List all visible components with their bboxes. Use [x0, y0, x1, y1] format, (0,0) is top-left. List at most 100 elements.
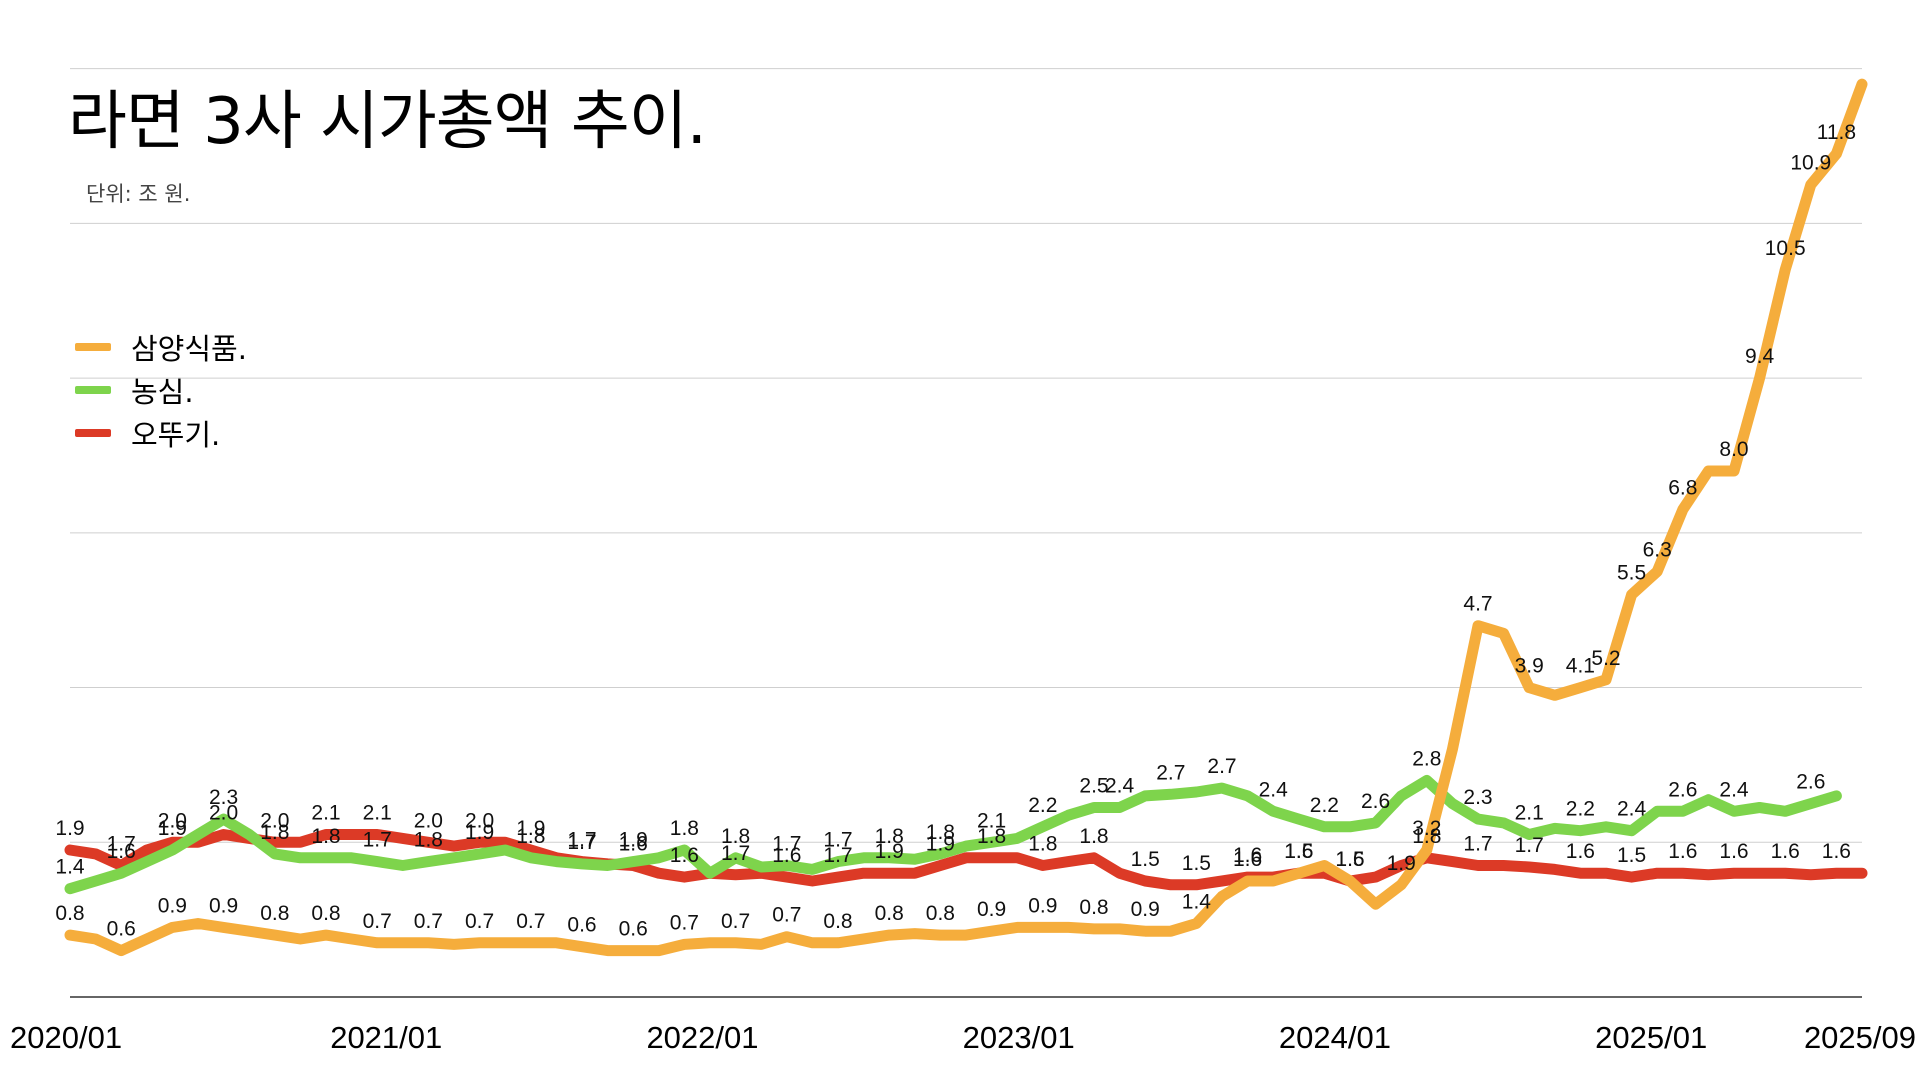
data-label: 4.7 [1463, 593, 1492, 616]
x-axis-ticks: 2020/01 2021/01 2022/01 2023/01 2024/01 2025/… [10, 1020, 1916, 1055]
data-label: 2.4 [1617, 798, 1647, 821]
data-label: 1.6 [1719, 840, 1748, 863]
data-label: 1.6 [1822, 840, 1851, 863]
data-label: 2.0 [414, 809, 443, 832]
data-label: 1.8 [516, 825, 545, 848]
data-label: 9.4 [1745, 345, 1775, 368]
x-tick-label: 2025/09 [1804, 1020, 1916, 1055]
data-label: 0.9 [1028, 894, 1057, 917]
data-label: 2.4 [1105, 774, 1135, 797]
data-label: 2.0 [465, 809, 494, 832]
data-label: 11.8 [1817, 121, 1856, 144]
legend-swatch-nongshim [75, 385, 111, 394]
data-label: 2.6 [1796, 771, 1825, 794]
data-label: 0.6 [567, 914, 596, 937]
data-label: 1.9 [465, 821, 494, 844]
data-label: 0.8 [55, 902, 84, 925]
data-label: 2.1 [363, 802, 392, 825]
data-label: 0.9 [209, 894, 238, 917]
data-label: 1.7 [567, 829, 596, 852]
data-label: 1.9 [516, 817, 545, 840]
x-tick-label: 2024/01 [1279, 1020, 1391, 1055]
data-label: 1.8 [721, 825, 750, 848]
data-label: 2.7 [1207, 755, 1236, 778]
data-label: 1.6 [1284, 840, 1313, 863]
data-label: 2.7 [1156, 761, 1185, 784]
data-label: 2.4 [1259, 778, 1289, 801]
data-label: 1.7 [363, 829, 392, 852]
data-label: 1.6 [1233, 844, 1262, 867]
gridlines [70, 68, 1862, 843]
data-label: 1.8 [1028, 832, 1057, 855]
data-label: 1.6 [670, 844, 699, 867]
data-label: 2.6 [1668, 778, 1697, 801]
data-label: 2.0 [260, 809, 289, 832]
data-label: 0.6 [619, 918, 648, 941]
data-label: 1.8 [875, 825, 904, 848]
data-label: 1.6 [107, 840, 136, 863]
data-label: 6.8 [1668, 477, 1697, 500]
data-label: 1.8 [414, 829, 443, 852]
data-label: 2.8 [1412, 747, 1441, 770]
data-label: 1.7 [567, 831, 596, 854]
series-line-2 [64, 829, 1868, 891]
chart-title: 라면 3사 시가총액 추이. [68, 85, 707, 159]
data-label: 1.8 [977, 825, 1006, 848]
x-tick-label: 2025/01 [1595, 1020, 1707, 1055]
data-label: 1.4 [55, 856, 85, 879]
data-label: 6.3 [1643, 539, 1672, 562]
data-label: 1.5 [1617, 844, 1646, 867]
series-line-0 [64, 78, 1868, 957]
data-label: 1.9 [1387, 852, 1416, 875]
legend-label-ottogi: 오뚜기. [131, 417, 221, 452]
data-label: 2.2 [1566, 798, 1595, 821]
data-label: 5.2 [1591, 647, 1620, 670]
data-label: 1.7 [107, 832, 136, 855]
chart-unit-note: 단위: 조 원. [86, 182, 191, 206]
data-label: 1.5 [1335, 848, 1364, 871]
data-label: 1.9 [158, 817, 187, 840]
data-label: 0.7 [414, 910, 443, 933]
data-label: 2.3 [1463, 786, 1492, 809]
data-label: 1.5 [1131, 848, 1160, 871]
data-label: 8.0 [1719, 438, 1748, 461]
data-label: 1.6 [619, 832, 648, 855]
legend-label-samyang: 삼양식품. [131, 331, 247, 366]
data-label: 0.9 [1131, 898, 1160, 921]
data-label: 2.1 [311, 802, 340, 825]
data-label: 0.7 [670, 911, 699, 934]
legend: 삼양식품. 농심. 오뚜기. [75, 325, 247, 454]
x-tick-label: 2022/01 [646, 1020, 758, 1055]
data-label: 0.7 [516, 910, 545, 933]
x-tick-label: 2020/01 [10, 1020, 122, 1055]
data-label: 1.6 [1335, 848, 1364, 871]
data-label: 1.8 [260, 821, 289, 844]
data-label: 1.6 [1233, 848, 1262, 871]
data-label: 1.9 [55, 817, 84, 840]
data-label: 0.8 [875, 902, 904, 925]
data-label: 1.6 [772, 844, 801, 867]
data-label: 0.8 [823, 910, 852, 933]
data-label: 0.7 [772, 904, 801, 927]
data-label: 1.8 [670, 817, 699, 840]
data-label: 2.6 [1361, 790, 1390, 813]
data-label: 3.2 [1412, 817, 1441, 840]
data-label: 5.5 [1617, 562, 1646, 585]
legend-item-nongshim: 농심. [75, 368, 247, 411]
legend-item-ottogi: 오뚜기. [75, 411, 247, 454]
data-label: 1.5 [1284, 840, 1313, 863]
data-label: 1.9 [619, 829, 648, 852]
data-label: 2.1 [1515, 802, 1544, 825]
data-label: 10.5 [1765, 237, 1806, 260]
data-label: 1.8 [311, 825, 340, 848]
data-label: 0.8 [1079, 896, 1108, 919]
data-label: 1.6 [1668, 840, 1697, 863]
data-label: 1.8 [1079, 825, 1108, 848]
data-label: 0.7 [465, 910, 494, 933]
data-label: 1.7 [1515, 834, 1544, 857]
data-label: 1.5 [1182, 852, 1211, 875]
data-label: 2.5 [1079, 774, 1108, 797]
data-label: 0.9 [977, 898, 1006, 921]
